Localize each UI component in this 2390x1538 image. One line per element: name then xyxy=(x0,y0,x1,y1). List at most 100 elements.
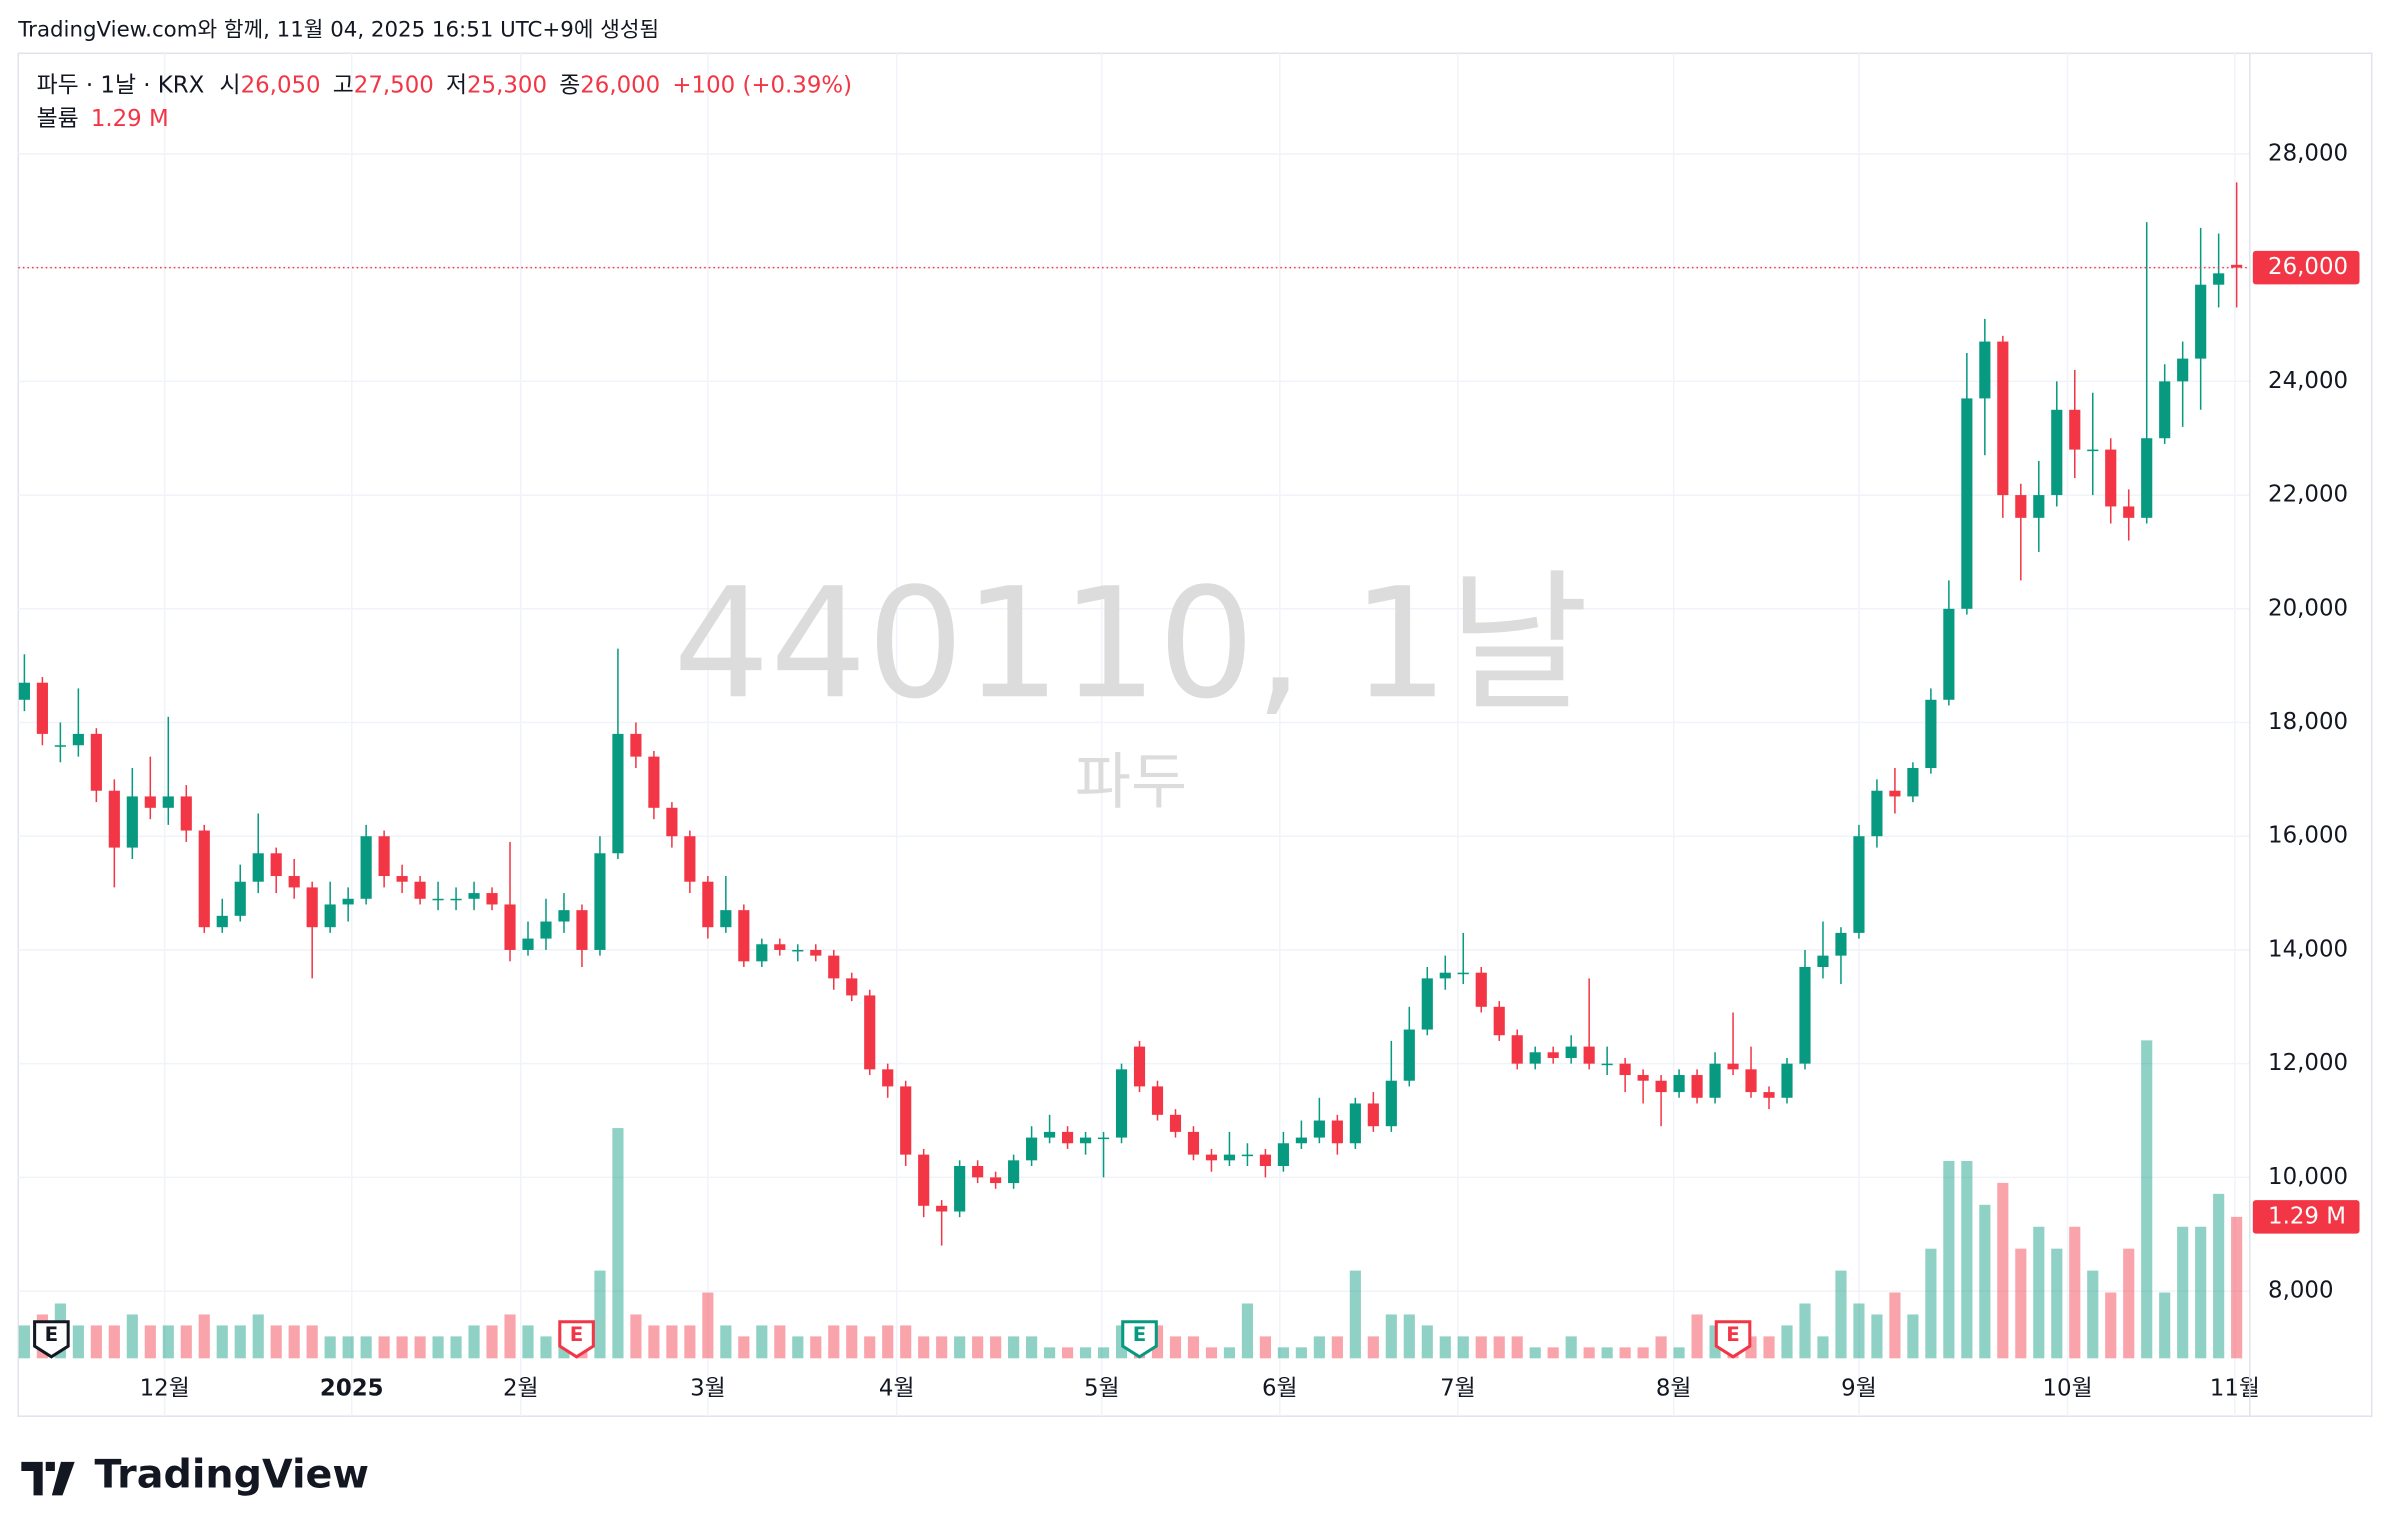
candle-body xyxy=(1331,1120,1343,1144)
volume-bar xyxy=(162,1325,174,1359)
volume-bar xyxy=(1619,1347,1631,1359)
volume-bar xyxy=(1205,1347,1218,1359)
candle-body xyxy=(1187,1131,1200,1155)
volume-bar xyxy=(450,1336,462,1359)
volume-bar xyxy=(2159,1292,2171,1359)
y-tick-label: 22,000 xyxy=(2268,482,2348,508)
volume-bar xyxy=(72,1325,84,1359)
candle-body xyxy=(90,733,102,791)
candle-body xyxy=(1943,608,1955,700)
candle-body xyxy=(486,893,498,905)
volume-bar xyxy=(1835,1270,1847,1359)
volume-header: 볼륨 1.29 M xyxy=(37,105,169,131)
volume-bar xyxy=(1331,1336,1343,1359)
volume-bar xyxy=(360,1336,372,1359)
candle-body xyxy=(1151,1086,1164,1115)
logo: TradingView xyxy=(21,1452,369,1498)
volume-bar xyxy=(540,1336,552,1359)
y-tick-label: 12,000 xyxy=(2268,1050,2348,1076)
event-label: E xyxy=(1726,1323,1740,1346)
volume-bar xyxy=(270,1325,282,1359)
volume-bar xyxy=(1349,1270,1361,1359)
candle-body xyxy=(1008,1160,1020,1184)
candle-body xyxy=(828,955,840,979)
candle-body xyxy=(738,910,750,962)
event-marker xyxy=(1714,1320,1752,1359)
volume-bar xyxy=(2033,1226,2045,1359)
volume-bar xyxy=(1871,1314,1883,1359)
y-tick-label: 16,000 xyxy=(2268,823,2348,849)
volume-bar xyxy=(198,1314,210,1359)
candle-body xyxy=(342,898,354,905)
event-label: E xyxy=(45,1323,59,1346)
volume-bar xyxy=(1799,1303,1811,1359)
pane-border xyxy=(17,52,2373,1417)
candle-body xyxy=(1655,1080,1667,1093)
candle-body xyxy=(1907,767,1919,797)
candle-body xyxy=(252,853,264,882)
candle-body xyxy=(702,881,714,928)
volume-bar xyxy=(342,1336,354,1359)
volume-bar xyxy=(846,1325,858,1359)
candle-body xyxy=(1727,1063,1739,1070)
volume-bar xyxy=(234,1325,246,1359)
volume-bar xyxy=(1997,1182,2009,1359)
volume-bar xyxy=(2069,1226,2081,1359)
volume-bar xyxy=(2087,1270,2099,1359)
y-tick-label: 10,000 xyxy=(2268,1164,2348,1190)
candle-body xyxy=(2231,264,2243,268)
volume-bar xyxy=(126,1314,138,1359)
candle-body xyxy=(1475,972,1487,1007)
logo-text: TradingView xyxy=(95,1452,370,1498)
candle-body xyxy=(792,949,804,952)
candle-body xyxy=(2033,495,2045,518)
candle-body xyxy=(1133,1046,1146,1087)
y-tick-label: 14,000 xyxy=(2268,936,2348,962)
candle-body xyxy=(1853,836,1865,933)
candle-body xyxy=(2141,438,2153,518)
candle-body xyxy=(1781,1063,1793,1098)
candle-body xyxy=(1259,1154,1271,1167)
candle-body xyxy=(1547,1052,1559,1058)
volume-bar xyxy=(1637,1347,1649,1359)
candle-body xyxy=(1277,1143,1289,1167)
caption: TradingView.com와 함께, 11월 04, 2025 16:51 … xyxy=(17,17,659,42)
axes: 8,000 10,000 12,000 14,000 16,000 18,000 20,00… xyxy=(18,53,2360,1417)
watermark: 440110, 1날 xyxy=(673,555,1589,732)
candle-body xyxy=(1583,1046,1595,1064)
volume-bar xyxy=(2195,1226,2207,1359)
volume-bar xyxy=(1781,1325,1793,1359)
last-price-label: 26,000 xyxy=(2268,254,2348,280)
candle-body xyxy=(1169,1114,1182,1132)
y-tick-label: 28,000 xyxy=(2268,140,2348,166)
candle-body xyxy=(648,756,660,808)
candle-body xyxy=(1205,1154,1218,1161)
candle-body xyxy=(1997,341,2009,496)
volume-bar xyxy=(1745,1336,1757,1359)
volume-bar xyxy=(1295,1347,1307,1359)
x-tick-label: 10월 xyxy=(2043,1375,2093,1401)
candle-body xyxy=(1979,341,1991,399)
candle-body xyxy=(720,910,732,928)
volume-bar xyxy=(1601,1347,1613,1359)
low-value: 25,300 xyxy=(467,72,547,98)
candle-body xyxy=(1619,1063,1631,1076)
event-label: E xyxy=(1133,1323,1147,1346)
volume-bar xyxy=(990,1336,1002,1359)
volume-bar xyxy=(1943,1160,1955,1359)
last-volume-badge xyxy=(2252,1200,2360,1234)
volume-bar xyxy=(1655,1336,1667,1359)
candle-body xyxy=(666,807,678,837)
volume-bar xyxy=(1817,1336,1829,1359)
volume-bar xyxy=(630,1314,642,1359)
volume-bar xyxy=(1691,1314,1703,1359)
x-tick-label: 2월 xyxy=(503,1375,539,1401)
volume-bar xyxy=(2141,1040,2153,1359)
volume-bar xyxy=(1565,1336,1577,1359)
volume-bar xyxy=(792,1336,804,1359)
candle-body xyxy=(216,915,228,928)
volume-bar xyxy=(504,1314,516,1359)
volume-bar xyxy=(1061,1347,1074,1359)
volume-bar xyxy=(252,1314,264,1359)
volume-bar xyxy=(1493,1336,1505,1359)
